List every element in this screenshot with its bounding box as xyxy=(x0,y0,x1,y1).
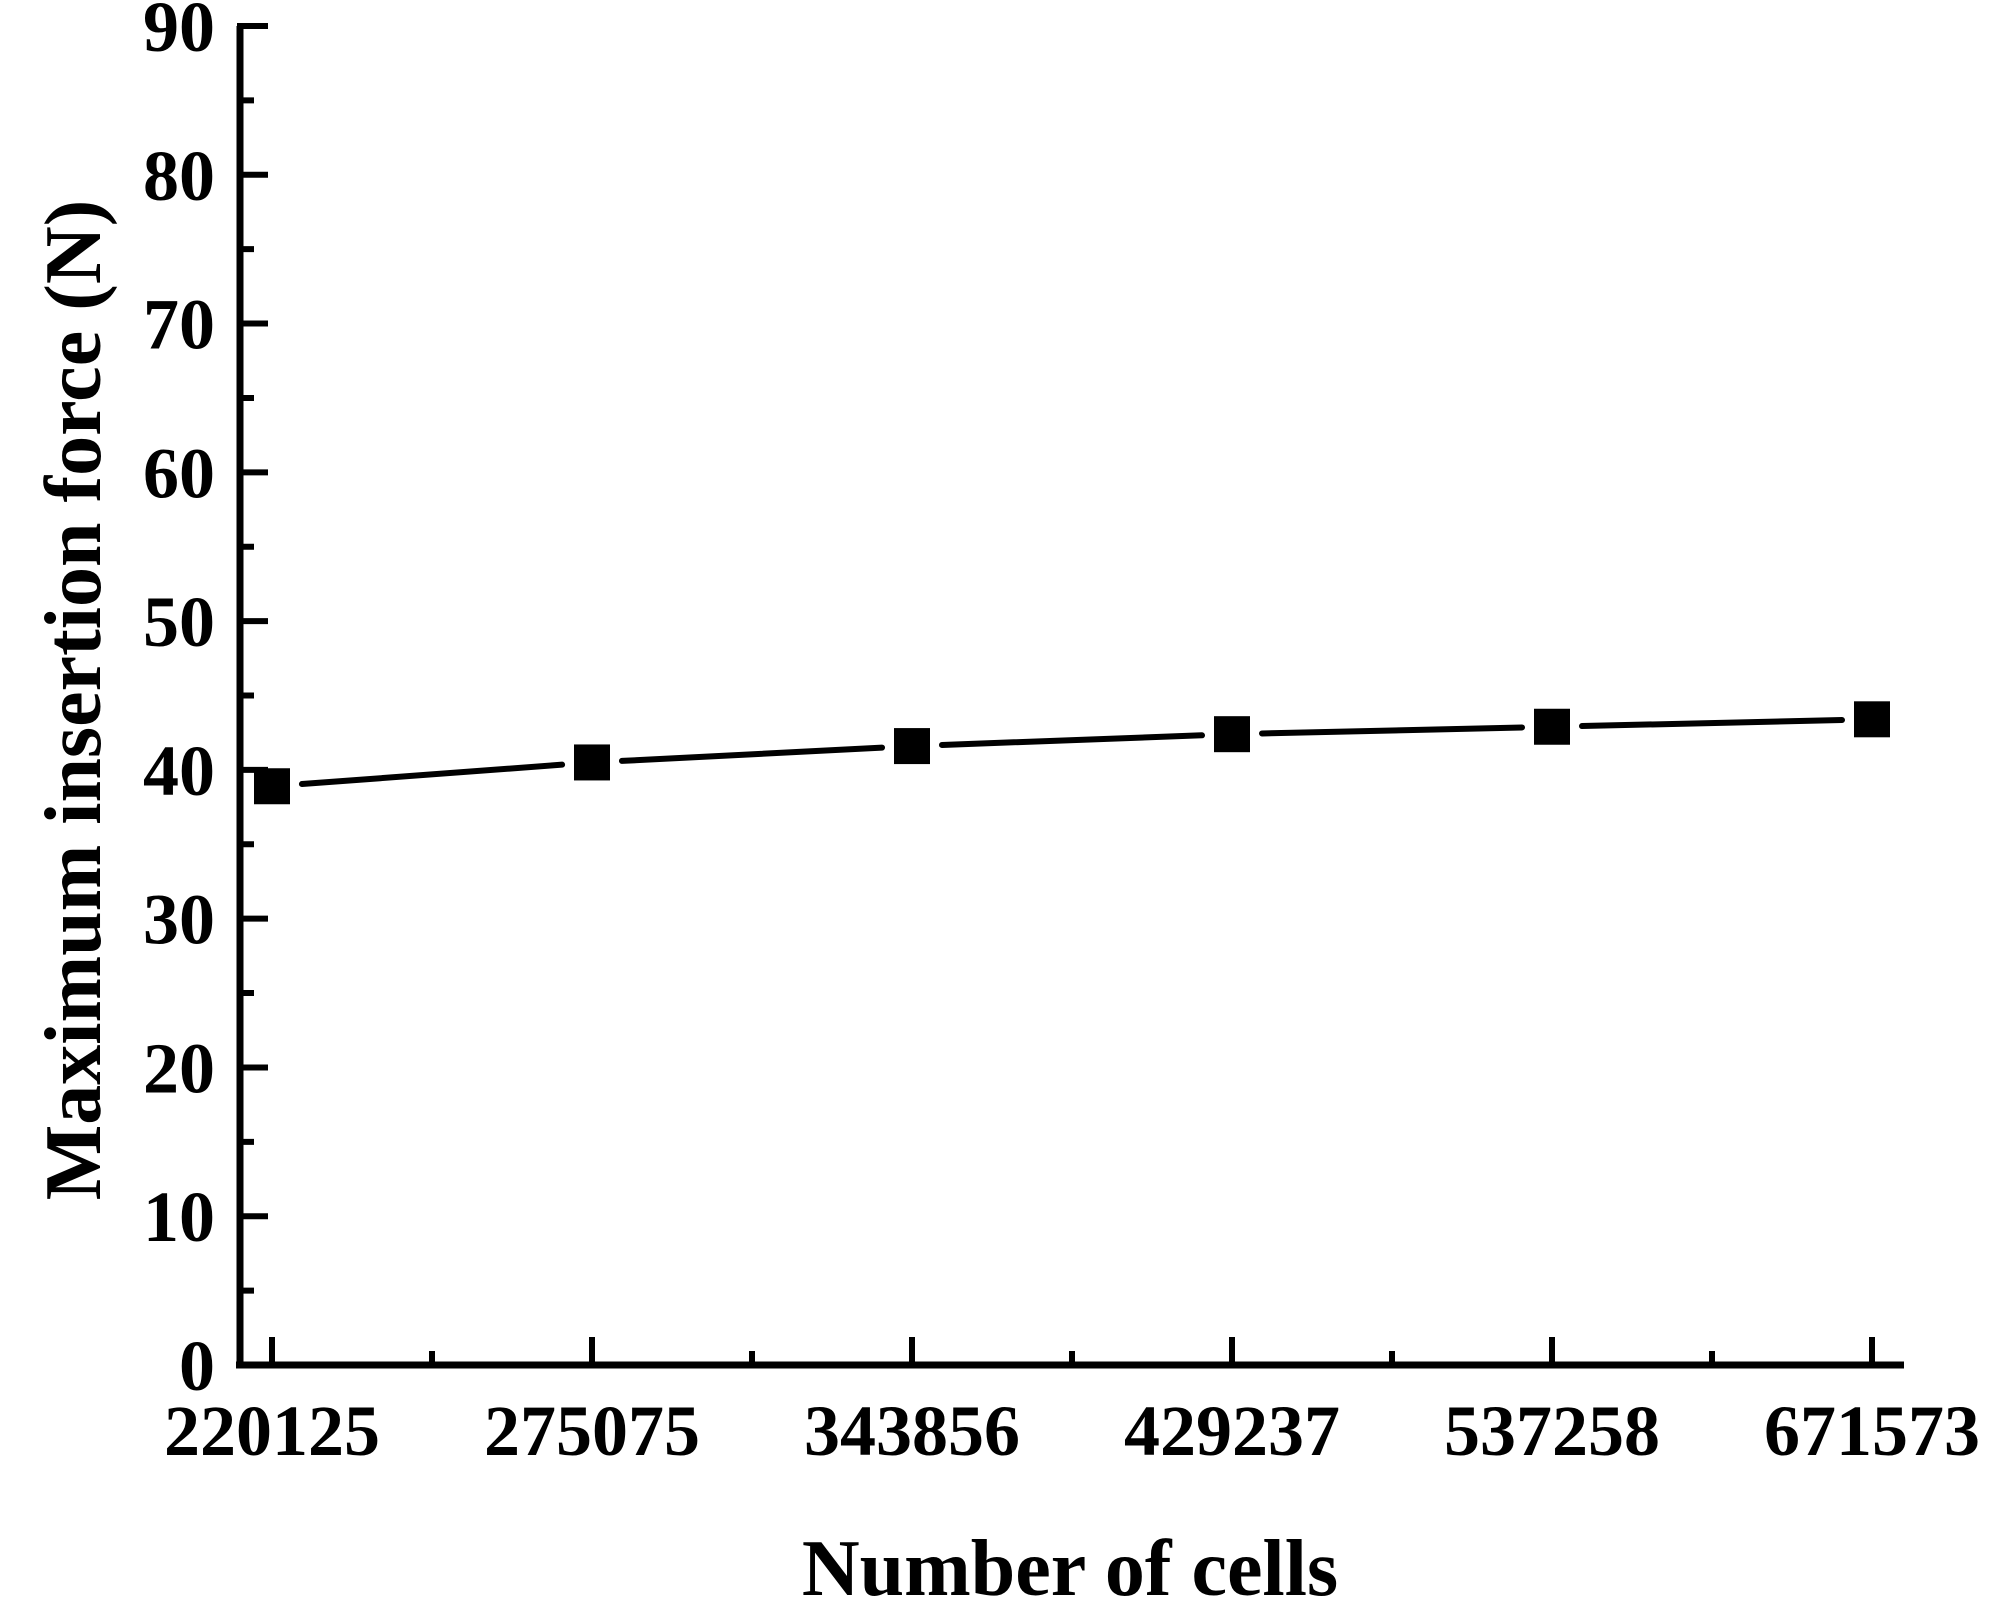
x-ticks: 220125 275075 343856 429237 537258 671573 xyxy=(164,1337,1980,1471)
series-line-segment xyxy=(938,732,1206,748)
x-tick-label: 671573 xyxy=(1764,1391,1980,1471)
series-line-segment xyxy=(1258,724,1526,737)
y-tick-label: 80 xyxy=(143,136,215,216)
axes xyxy=(236,26,1904,1369)
data-point-marker xyxy=(1214,716,1250,753)
data-point-marker xyxy=(1854,701,1890,738)
data-point-marker xyxy=(574,744,610,781)
x-axis-title: Number of cells xyxy=(802,1525,1338,1613)
x-tick-label: 220125 xyxy=(164,1391,380,1471)
x-tick-label: 537258 xyxy=(1444,1391,1660,1471)
data-point-marker xyxy=(894,728,930,765)
x-tick-label: 343856 xyxy=(804,1391,1020,1471)
y-tick-label: 30 xyxy=(143,880,215,960)
y-tick-label: 10 xyxy=(143,1177,215,1257)
series xyxy=(254,701,1890,805)
x-tick-label: 429237 xyxy=(1124,1391,1340,1471)
series-line-segment xyxy=(618,744,886,764)
y-tick-label: 70 xyxy=(143,285,215,365)
y-tick-label: 0 xyxy=(179,1326,215,1406)
series-line-segment xyxy=(1578,717,1846,730)
y-axis-title: Maximum insertion force (N) xyxy=(30,200,118,1201)
y-tick-label: 40 xyxy=(143,731,215,811)
y-tick-label: 20 xyxy=(143,1028,215,1108)
data-point-marker xyxy=(254,768,290,805)
y-ticks: 0 10 20 30 40 50 60 70 80 90 xyxy=(143,0,268,1406)
y-tick-label: 90 xyxy=(143,0,215,67)
x-tick-label: 275075 xyxy=(484,1391,700,1471)
y-tick-label: 50 xyxy=(143,582,215,662)
series-line-segment xyxy=(298,761,566,788)
data-point-marker xyxy=(1534,708,1570,745)
y-tick-label: 60 xyxy=(143,433,215,513)
